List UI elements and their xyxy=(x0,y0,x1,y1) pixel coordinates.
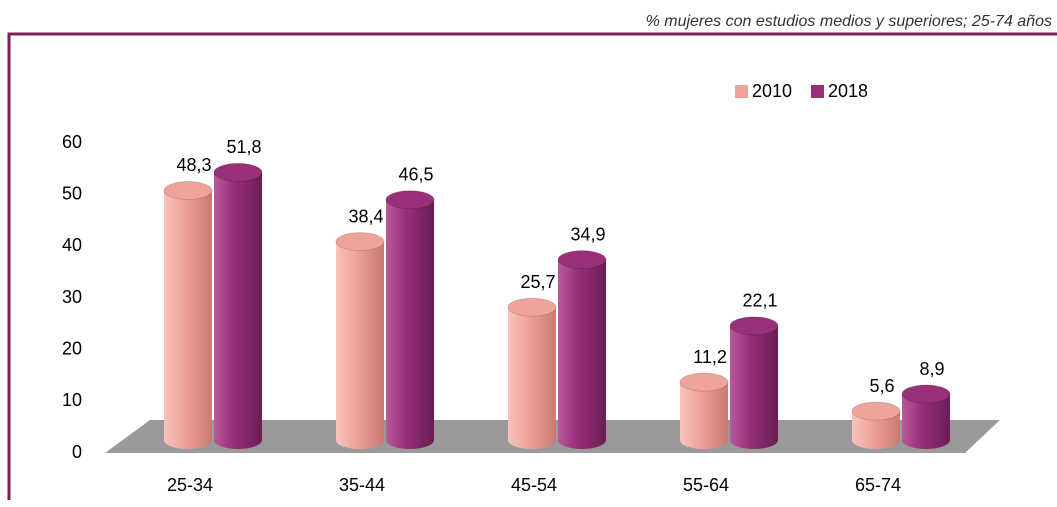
bar-top xyxy=(163,180,213,200)
data-label: 38,4 xyxy=(348,206,383,226)
x-tick-label: 55-64 xyxy=(683,475,729,495)
y-tick-label: 50 xyxy=(62,183,82,203)
legend-swatch xyxy=(735,85,748,98)
data-label: 34,9 xyxy=(570,224,605,244)
x-tick-label: 35-44 xyxy=(339,475,385,495)
bar-top xyxy=(901,384,951,404)
x-tick-label: 25-34 xyxy=(167,475,213,495)
bar xyxy=(386,199,434,440)
y-tick-label: 10 xyxy=(62,390,82,410)
y-tick-label: 60 xyxy=(62,132,82,152)
data-label: 22,1 xyxy=(742,291,777,311)
y-tick-label: 40 xyxy=(62,235,82,255)
bar xyxy=(730,325,778,440)
data-label: 11,2 xyxy=(693,347,727,367)
y-tick-label: 20 xyxy=(62,338,82,358)
frame xyxy=(7,32,1057,500)
data-label: 25,7 xyxy=(520,272,555,292)
data-label: 51,8 xyxy=(226,137,261,157)
bar-top xyxy=(507,297,557,317)
chart-subtitle: % mujeres con estudios medios y superior… xyxy=(646,13,1052,30)
bar-top xyxy=(335,232,385,252)
bar xyxy=(336,241,384,440)
data-label: 46,5 xyxy=(398,165,433,185)
legend-swatch xyxy=(811,85,824,98)
bar xyxy=(558,259,606,440)
bar xyxy=(508,307,556,440)
data-label: 48,3 xyxy=(176,155,211,175)
data-label: 5,6 xyxy=(869,376,894,396)
bar-top xyxy=(729,316,779,336)
x-tick-label: 65-74 xyxy=(855,475,901,495)
bar-top xyxy=(557,250,607,270)
y-tick-label: 30 xyxy=(62,287,82,307)
y-tick-label: 0 xyxy=(72,442,82,462)
bar-top xyxy=(679,372,729,392)
bar-top xyxy=(213,162,263,182)
bar-top xyxy=(385,190,435,210)
bar xyxy=(214,172,262,440)
legend-label: 2010 xyxy=(752,81,792,101)
x-tick-label: 45-54 xyxy=(511,475,557,495)
data-label: 8,9 xyxy=(919,359,944,379)
bar-top xyxy=(851,401,901,421)
legend-label: 2018 xyxy=(828,81,868,101)
bar xyxy=(680,382,728,440)
bar xyxy=(164,190,212,440)
